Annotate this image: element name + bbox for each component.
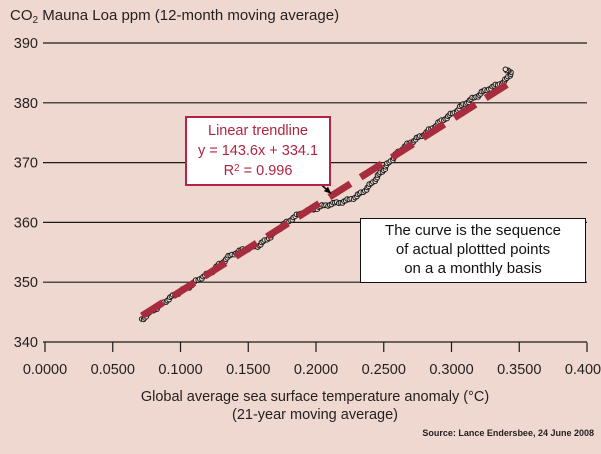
trendline-annotation-box: Linear trendline y = 143.6x + 334.1 R2 =…: [185, 116, 331, 186]
source-credit: Source: Lance Endersbee, 24 June 2008: [422, 428, 594, 438]
trendline-annotation-r2: R2 = 0.996: [223, 163, 293, 179]
svg-text:0.4000: 0.4000: [565, 362, 601, 378]
chart-title-subscript: 2: [32, 15, 39, 26]
svg-text:0.0000: 0.0000: [23, 362, 67, 378]
chart-title: CO2 Mauna Loa ppm (12-month moving avera…: [10, 7, 339, 26]
y-tick-labels: 340 350 360 370 380 390: [14, 36, 38, 351]
svg-text:0.1000: 0.1000: [158, 362, 202, 378]
svg-text:340: 340: [14, 335, 38, 351]
curve-annotation-box: The curve is the sequence of actual plot…: [360, 218, 586, 283]
trendline-annotation-line1: Linear trendline: [208, 123, 308, 139]
svg-text:0.2500: 0.2500: [362, 362, 406, 378]
x-tick-labels: 0.0000 0.0500 0.1000 0.1500 0.2000 0.2500 0.30…: [23, 362, 601, 378]
svg-text:0.3000: 0.3000: [429, 362, 473, 378]
svg-text:0.2000: 0.2000: [294, 362, 338, 378]
x-axis-ticks: [44, 342, 588, 352]
data-curve: [138, 66, 514, 323]
chart-title-rest: Mauna Loa ppm (12-month moving average): [38, 7, 340, 24]
svg-text:390: 390: [14, 36, 38, 52]
svg-text:370: 370: [14, 156, 38, 172]
svg-text:0.3500: 0.3500: [497, 362, 541, 378]
chart-title-prefix: CO: [10, 7, 33, 24]
x-axis-title: Global average sea surface temperature a…: [140, 389, 490, 423]
svg-text:380: 380: [14, 96, 38, 112]
svg-text:0.0500: 0.0500: [91, 362, 135, 378]
svg-text:0.1500: 0.1500: [226, 362, 270, 378]
svg-text:350: 350: [14, 275, 38, 291]
svg-text:360: 360: [14, 215, 38, 231]
trendline-annotation-equation: y = 143.6x + 334.1: [197, 143, 319, 159]
